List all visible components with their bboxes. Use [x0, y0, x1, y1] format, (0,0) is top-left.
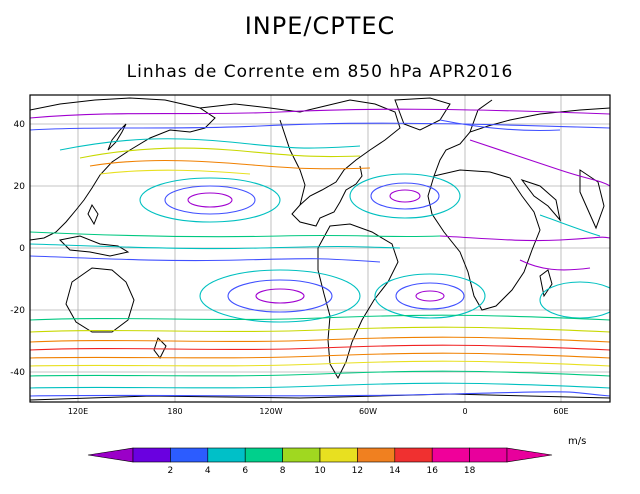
colorbar-label: 12 — [352, 466, 363, 476]
colorbar-swatch — [282, 447, 321, 463]
colorbar-label: 16 — [426, 466, 438, 476]
colorbar-swatch — [319, 447, 358, 463]
page-title: INPE/CPTEC — [244, 12, 396, 40]
colorbar: m/s 2 4 6 8 10 12 14 16 18 — [87, 436, 586, 476]
map-frame — [29, 94, 611, 403]
colorbar-label: 10 — [314, 466, 326, 476]
streamlines — [30, 108, 610, 397]
colorbar-swatch — [469, 447, 508, 463]
colorbar-unit: m/s — [568, 436, 586, 447]
colorbar-swatch — [394, 447, 433, 463]
colorbar-labels: 2 4 6 8 10 12 14 16 18 — [168, 466, 476, 476]
colorbar-swatch — [244, 447, 283, 463]
colorbar-swatch — [431, 447, 470, 463]
colorbar-label: 2 — [168, 466, 174, 476]
lon-tick: 0 — [462, 407, 467, 416]
lon-tick: 180 — [167, 407, 182, 416]
colorbar-swatch — [357, 447, 396, 463]
lon-axis: 120E 180 120W 60W 0 60E — [68, 407, 569, 416]
map-subtitle: Linhas de Corrente em 850 hPa APR2016 — [126, 62, 514, 82]
colorbar-swatch — [132, 447, 171, 463]
lon-tick: 120W — [259, 407, 282, 416]
coastlines — [30, 97, 610, 401]
colorbar-label: 14 — [389, 466, 401, 476]
colorbar-swatch — [170, 447, 209, 463]
colorbar-label: 18 — [464, 466, 476, 476]
colorbar-label: 4 — [205, 466, 211, 476]
colorbar-min-arrow — [87, 447, 134, 463]
map-background — [30, 95, 610, 402]
lon-tick: 60E — [553, 407, 568, 416]
lat-tick: -20 — [10, 306, 25, 316]
colorbar-segments — [87, 447, 553, 463]
colorbar-label: 6 — [242, 466, 248, 476]
colorbar-label: 8 — [280, 466, 286, 476]
colorbar-swatch — [207, 447, 246, 463]
lat-tick: 0 — [19, 244, 25, 254]
lon-tick: 120E — [68, 407, 88, 416]
colorbar-max-arrow — [506, 447, 553, 463]
lat-tick: 20 — [14, 182, 26, 192]
lon-tick: 60W — [359, 407, 377, 416]
lat-tick: -40 — [10, 368, 25, 378]
lat-tick: 40 — [14, 120, 26, 130]
lat-axis: 40 20 0 -20 -40 — [10, 120, 25, 378]
